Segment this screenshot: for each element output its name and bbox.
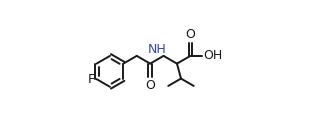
Text: O: O xyxy=(145,79,155,92)
Text: NH: NH xyxy=(148,43,167,56)
Text: F: F xyxy=(88,73,95,86)
Text: OH: OH xyxy=(203,49,222,62)
Text: O: O xyxy=(185,28,195,41)
